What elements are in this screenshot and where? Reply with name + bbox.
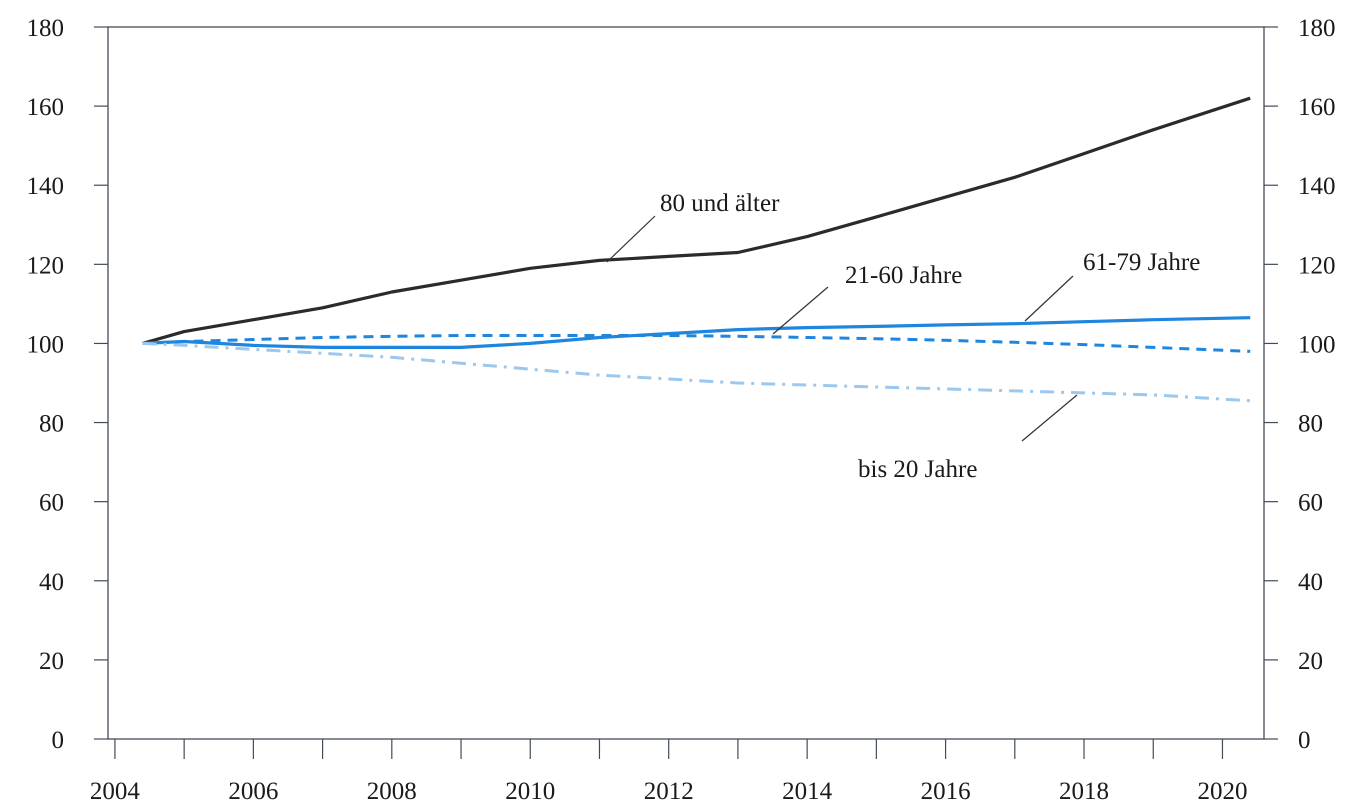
y-tick-label-right-3: 60	[1298, 490, 1323, 517]
y-tick-label-right-1: 20	[1298, 648, 1323, 675]
series-line-0	[142, 96, 1251, 345]
series-lines	[142, 96, 1251, 403]
y-tick-label-left-5: 100	[27, 331, 65, 358]
x-tick-label-0: 2004	[90, 778, 141, 805]
x-tick-label-3: 2010	[505, 778, 555, 805]
annotation-label-0: 80 und älter	[660, 190, 780, 217]
y-tick-label-right-7: 140	[1298, 173, 1336, 200]
y-tick-label-left-6: 120	[27, 252, 65, 279]
annotation-leader-1	[772, 286, 829, 335]
series-line-2	[142, 334, 1251, 353]
y-tick-label-right-5: 100	[1298, 331, 1336, 358]
x-tick-label-6: 2016	[921, 778, 971, 805]
y-tick-label-left-9: 180	[27, 15, 65, 42]
series-line-1	[142, 316, 1251, 349]
annotation-label-1: 21-60 Jahre	[845, 262, 962, 289]
x-tick-label-8: 2020	[1197, 778, 1247, 805]
x-tick-label-2: 2008	[367, 778, 417, 805]
y-tick-label-right-2: 40	[1298, 569, 1323, 596]
y-tick-label-left-4: 80	[39, 411, 64, 438]
annotation-label-3: bis 20 Jahre	[858, 456, 977, 483]
y-tick-label-left-0: 0	[52, 727, 65, 754]
annotation-label-2: 61-79 Jahre	[1083, 249, 1200, 276]
annotation-leader-0	[606, 215, 656, 263]
series-annotations: 80 und älter 21-60 Jahre 61-79 Jahre bis 20…	[606, 190, 1200, 483]
series-line-3	[142, 341, 1251, 403]
y-tick-label-left-8: 160	[27, 94, 65, 121]
annotation-leader-2	[1024, 275, 1074, 322]
y-tick-label-right-8: 160	[1298, 94, 1336, 121]
plot-border	[107, 26, 1265, 740]
y-tick-label-right-6: 120	[1298, 252, 1336, 279]
y-tick-label-right-9: 180	[1298, 15, 1336, 42]
y-tick-label-left-3: 60	[39, 490, 64, 517]
y-tick-label-left-2: 40	[39, 569, 64, 596]
x-tick-label-4: 2012	[644, 778, 694, 805]
y-tick-label-left-7: 140	[27, 173, 65, 200]
plot-frame	[107, 26, 1265, 740]
x-tick-label-1: 2006	[228, 778, 278, 805]
x-tick-label-5: 2014	[782, 778, 833, 805]
y-tick-label-right-0: 0	[1298, 727, 1311, 754]
y-tick-label-right-4: 80	[1298, 411, 1323, 438]
y-tick-label-left-1: 20	[39, 648, 64, 675]
annotation-leader-3	[1021, 394, 1078, 442]
x-tick-label-7: 2018	[1059, 778, 1109, 805]
